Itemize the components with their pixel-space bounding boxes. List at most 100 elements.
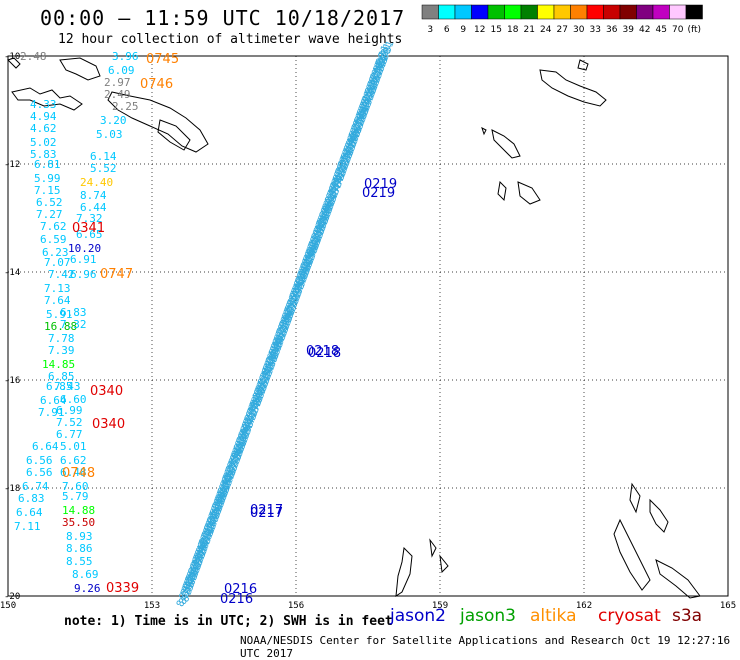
- legend-altika: altika: [530, 606, 577, 626]
- wave-height-value: 2.49: [104, 88, 131, 101]
- colorbar-label: 33: [590, 25, 601, 35]
- map-title: 00:00 – 11:59 UTC 10/18/2017: [40, 6, 406, 30]
- wave-height-value: 7.91: [38, 406, 65, 419]
- time-label: 0340: [92, 417, 125, 432]
- coastline: [539, 69, 607, 107]
- wave-height-value: 6.64: [16, 506, 43, 519]
- wave-height-value: 2.48: [20, 50, 47, 63]
- time-label: 0219: [364, 177, 397, 192]
- wave-height-value: 5.01: [60, 440, 87, 453]
- colorbar-label: 15: [491, 25, 502, 35]
- map-subtitle: 12 hour collection of altimeter wave hei…: [58, 32, 403, 47]
- coastline: [481, 127, 487, 136]
- wave-height-value: 7.42: [48, 268, 75, 281]
- lon-tick-label: 153: [144, 601, 160, 610]
- time-label: 0339: [106, 581, 139, 596]
- wave-height-value: 35.50: [62, 516, 95, 529]
- footer-credit: NOAA/NESDIS Center for Satellite Applica…: [240, 634, 731, 660]
- wave-height-value: 7.13: [44, 282, 71, 295]
- lat-tick-label: -12: [4, 160, 20, 170]
- wave-height-value: 8.74: [80, 189, 107, 202]
- wave-height-value: 7.27: [36, 208, 63, 221]
- wave-height-value: 6.81: [34, 158, 61, 171]
- wave-height-value: 6.74: [22, 480, 49, 493]
- wave-height-value: 8.93: [66, 530, 93, 543]
- colorbar-label: 45: [656, 25, 667, 35]
- colorbar-label: 30: [573, 25, 585, 35]
- time-label: 0217: [250, 503, 283, 518]
- time-label: 0218: [308, 346, 341, 361]
- wave-height-value: 5.83: [30, 148, 57, 161]
- colorbar-label: (ft): [687, 25, 701, 35]
- lat-tick-label: -16: [4, 376, 20, 386]
- colorbar-label: 39: [623, 25, 635, 35]
- colorbar-label: 36: [606, 25, 618, 35]
- wave-height-value: 7.07: [44, 256, 71, 269]
- wave-height-value: 6.96: [70, 268, 97, 281]
- wave-height-value: 7.60: [62, 480, 89, 493]
- map-plot: 150 153 156 159 162 165-10-12-14-16-18-208.31…: [0, 39, 736, 610]
- lat-tick-label: -14: [4, 268, 20, 278]
- colorbar-label: 3: [427, 25, 433, 35]
- colorbar-label: 21: [524, 25, 535, 35]
- coastline: [157, 119, 191, 151]
- wave-height-value: 6.14: [90, 150, 117, 163]
- wave-height-value: 6.77: [56, 428, 83, 441]
- wave-height-value: 6.44: [80, 201, 107, 214]
- legend-cryosat: cryosat: [598, 606, 661, 626]
- lon-tick-label: 162: [576, 601, 592, 610]
- wave-height-value: 10.20: [68, 242, 101, 255]
- colorbar-swatch: [685, 4, 703, 20]
- coastline: [59, 57, 101, 81]
- time-label: 0748: [62, 466, 95, 481]
- coastline: [395, 546, 413, 598]
- wave-height-value: 7.11: [14, 520, 41, 533]
- colorbar-label: 27: [557, 25, 568, 35]
- time-label: 0340: [90, 384, 123, 399]
- time-label: 0216: [220, 592, 253, 607]
- wave-height-value: 8.69: [72, 568, 99, 581]
- time-label: 0216: [224, 582, 257, 597]
- wave-height-value: 6.85: [48, 370, 75, 383]
- coastline: [629, 482, 641, 514]
- time-label: 0219: [362, 186, 395, 201]
- wave-height-value: 5.99: [34, 172, 61, 185]
- wave-height-value: 6.65: [76, 228, 103, 241]
- wave-height-value: 6.85: [46, 380, 73, 393]
- wave-height-value: 7.15: [34, 184, 61, 197]
- wave-height-value: 4.94: [30, 110, 57, 123]
- colorbar-label: 42: [639, 25, 650, 35]
- coastline: [7, 57, 21, 69]
- wave-height-value: 6.64: [32, 440, 59, 453]
- wave-height-value: 6.52: [36, 196, 63, 209]
- wave-height-value: 6.83: [60, 306, 87, 319]
- wave-height-value: 5.91: [46, 308, 73, 321]
- coastline: [655, 559, 701, 599]
- wave-height-value: 7.52: [56, 416, 83, 429]
- lon-tick-label: 159: [432, 601, 448, 610]
- wave-height-value: 7.64: [44, 294, 71, 307]
- coastline: [11, 87, 83, 111]
- wave-height-value: 8.55: [66, 555, 93, 568]
- lat-tick-label: -18: [4, 484, 20, 494]
- coastline: [613, 518, 651, 591]
- time-label: 0746: [140, 77, 173, 92]
- time-label: 0341: [72, 221, 105, 236]
- legend-jason2: jason2: [390, 606, 446, 626]
- wave-height-value: 6.62: [60, 454, 87, 467]
- wave-height-value: 2.25: [112, 100, 139, 113]
- wave-height-value: 16.88: [44, 320, 77, 333]
- wave-height-value: 2.97: [104, 76, 131, 89]
- wave-height-value: 6.60: [60, 393, 87, 406]
- lon-tick-label: 165: [720, 601, 736, 610]
- lat-tick-label: -10: [4, 52, 20, 62]
- time-label: 0745: [146, 52, 179, 67]
- wave-height-value: 7.32: [76, 212, 103, 225]
- colorbar-label: 18: [507, 25, 519, 35]
- coastline: [491, 129, 521, 159]
- wave-height-value: 9.26: [74, 582, 101, 595]
- colorbar-label: 9: [460, 25, 466, 35]
- wave-height-value: 7.39: [48, 344, 75, 357]
- time-label: 0217: [250, 506, 283, 521]
- wave-height-value: 6.64: [40, 394, 67, 407]
